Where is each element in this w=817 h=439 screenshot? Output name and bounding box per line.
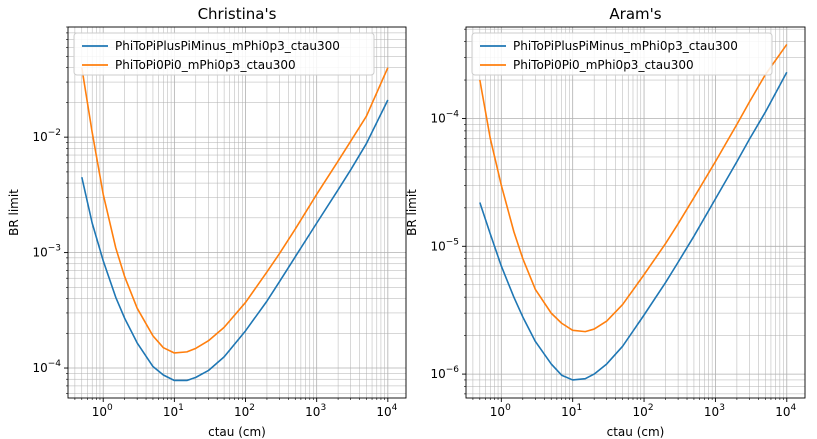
series-line-2 [81, 67, 389, 354]
legend-label-2: PhiToPi0Pi0_mPhi0p3_ctau300 [513, 58, 694, 72]
x-tick-label-exponent: 0 [107, 403, 113, 413]
series-line-1 [81, 99, 389, 382]
axes-frame [67, 26, 407, 399]
x-tick-label-exponent: 2 [648, 403, 654, 413]
x-tick-label-base: 10 [775, 405, 790, 419]
chart-title: Aram's [609, 5, 661, 23]
y-tick-label-exponent: −2 [48, 128, 61, 138]
y-tick-label-base: 10 [430, 239, 445, 253]
x-axis-label: ctau (cm) [607, 425, 665, 439]
y-tick-label: 10−5 [430, 237, 459, 253]
x-tick-label: 104 [376, 403, 397, 419]
x-tick-label-base: 10 [490, 405, 505, 419]
legend-box [73, 32, 375, 76]
x-axis-label: ctau (cm) [208, 425, 266, 439]
x-tick-label-base: 10 [163, 405, 178, 419]
x-tick-label-exponent: 2 [249, 403, 255, 413]
x-tick-label-exponent: 3 [320, 403, 326, 413]
y-tick-label: 10−3 [32, 244, 61, 260]
y-tick-label-exponent: −3 [48, 244, 61, 254]
x-tick-label: 101 [163, 403, 184, 419]
x-tick-label-base: 10 [376, 405, 391, 419]
x-tick-label-base: 10 [704, 405, 719, 419]
y-tick-label-base: 10 [32, 361, 47, 375]
x-tick-label-exponent: 1 [178, 403, 184, 413]
series-line-1 [479, 71, 788, 381]
grid-lines [466, 27, 805, 398]
legend-box [471, 32, 773, 76]
x-tick-label: 100 [92, 403, 113, 419]
y-tick-label-base: 10 [430, 112, 445, 126]
y-tick-label-exponent: −5 [446, 237, 459, 247]
x-tick-label: 100 [490, 403, 511, 419]
x-tick-label-exponent: 1 [576, 403, 582, 413]
y-tick-label-exponent: −4 [48, 359, 62, 369]
legend: PhiToPiPlusPiMinus_mPhi0p3_ctau300 PhiToP… [73, 32, 375, 76]
chart-title: Christina's [198, 5, 277, 23]
chart-panel-1: 100 101 102 103 10410−410−310−2Christina'sct… [7, 5, 407, 439]
series-lines [81, 67, 389, 382]
x-tick-label-exponent: 0 [505, 403, 511, 413]
y-tick-label: 10−4 [430, 110, 459, 126]
x-tick-label-base: 10 [561, 405, 576, 419]
y-tick-label-base: 10 [430, 367, 445, 381]
x-tick-label: 103 [305, 403, 326, 419]
y-tick-label: 10−2 [32, 128, 61, 144]
x-tick-label: 103 [704, 403, 725, 419]
x-tick-label-base: 10 [305, 405, 320, 419]
y-tick-label: 10−4 [32, 359, 61, 375]
legend: PhiToPiPlusPiMinus_mPhi0p3_ctau300 PhiToP… [471, 32, 773, 76]
x-tick-label-exponent: 4 [791, 403, 797, 413]
y-tick-label: 10−6 [430, 365, 459, 381]
y-tick-label-exponent: −4 [446, 110, 460, 120]
legend-label-2: PhiToPi0Pi0_mPhi0p3_ctau300 [115, 58, 296, 72]
x-tick-label-base: 10 [234, 405, 249, 419]
x-tick-label-base: 10 [633, 405, 648, 419]
y-axis-label: BR limit [7, 189, 21, 236]
x-tick-label-base: 10 [92, 405, 107, 419]
y-axis-label: BR limit [405, 189, 419, 236]
x-tick-label-exponent: 3 [719, 403, 725, 413]
y-tick-label-base: 10 [32, 130, 47, 144]
x-tick-label-exponent: 4 [392, 403, 398, 413]
legend-label-1: PhiToPiPlusPiMinus_mPhi0p3_ctau300 [115, 39, 340, 53]
x-tick-label: 102 [633, 403, 654, 419]
legend-label-1: PhiToPiPlusPiMinus_mPhi0p3_ctau300 [513, 39, 738, 53]
x-tick-label: 104 [775, 403, 796, 419]
y-tick-label-base: 10 [32, 246, 47, 260]
x-tick-label: 102 [234, 403, 255, 419]
axes-frame [465, 26, 806, 399]
y-tick-label-exponent: −6 [446, 365, 460, 375]
series-lines [479, 43, 788, 381]
series-line-2 [479, 43, 788, 333]
x-tick-label: 101 [561, 403, 582, 419]
